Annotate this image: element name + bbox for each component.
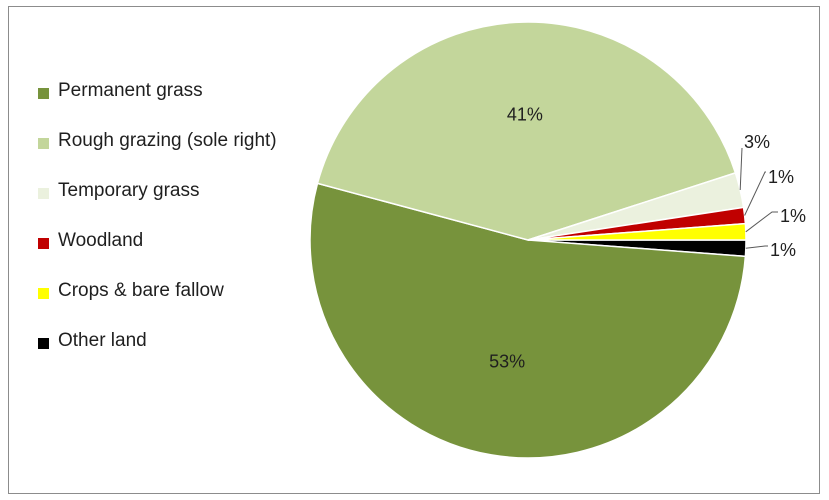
data-label-rough-grazing-sole-right: 41% (507, 105, 543, 125)
legend-label: Woodland (58, 230, 144, 251)
legend-swatch (38, 288, 49, 299)
leader-line-crops-bare-fallow (745, 211, 778, 233)
leader-line-woodland (744, 171, 766, 216)
leader-line-temporary-grass (739, 147, 743, 191)
legend-swatch (38, 188, 49, 199)
data-label-temporary-grass: 3% (744, 132, 770, 152)
data-label-woodland: 1% (768, 167, 794, 187)
legend-swatch (38, 88, 49, 99)
data-label-other-land: 1% (770, 240, 796, 260)
legend-label: Rough grazing (sole right) (58, 130, 277, 151)
legend-label: Crops & bare fallow (58, 280, 224, 301)
legend-swatch (38, 138, 49, 149)
leader-line-other-land (745, 245, 768, 249)
legend-label: Other land (58, 330, 147, 351)
legend-label: Temporary grass (58, 180, 200, 201)
legend-swatch (38, 238, 49, 249)
data-label-crops-bare-fallow: 1% (780, 206, 806, 226)
pie-slice-rough-grazing-sole-right (316, 21, 737, 241)
legend-swatch (38, 338, 49, 349)
legend-label: Permanent grass (58, 80, 203, 101)
data-label-permanent-grass: 53% (489, 351, 525, 371)
pie-slice-permanent-grass (309, 182, 747, 459)
